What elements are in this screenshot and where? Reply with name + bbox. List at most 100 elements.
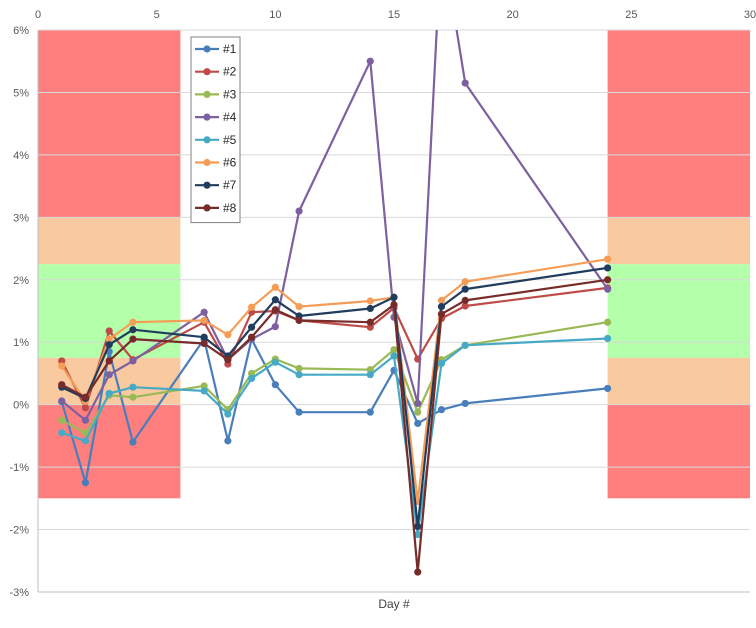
data-point	[604, 255, 612, 263]
legend-item: #3	[195, 87, 237, 101]
data-point	[437, 296, 446, 304]
y-tick-label: -1%	[9, 462, 29, 474]
data-point	[129, 438, 137, 446]
data-point	[604, 384, 612, 393]
data-point	[271, 306, 279, 314]
legend-label: #5	[223, 133, 237, 147]
data-point	[200, 308, 208, 316]
data-point	[58, 416, 66, 424]
data-point	[366, 366, 374, 374]
data-point	[437, 406, 446, 414]
legend-marker	[203, 90, 211, 98]
data-point	[200, 316, 208, 324]
data-point	[105, 341, 113, 349]
y-tick-label: -3%	[9, 587, 29, 599]
data-point	[200, 382, 208, 390]
data-point	[437, 310, 446, 318]
data-point	[224, 331, 232, 339]
data-point	[271, 381, 279, 389]
y-tick-label: 1%	[13, 337, 29, 349]
data-point	[81, 437, 90, 445]
x-tick-labels: 0 5 10 15 20 25 30	[35, 9, 756, 21]
legend-label: #8	[223, 201, 237, 215]
data-point	[129, 393, 137, 401]
legend-marker	[203, 204, 211, 212]
x-tick-label: 0	[35, 9, 41, 21]
data-point	[295, 207, 303, 215]
data-point	[461, 278, 469, 286]
data-point	[390, 301, 398, 309]
background-band-7	[607, 264, 750, 358]
data-point	[604, 264, 612, 272]
data-point	[414, 522, 422, 531]
background-bands	[38, 30, 750, 499]
x-tick-label: 15	[388, 9, 400, 21]
background-band-6	[607, 217, 750, 265]
legend-marker	[203, 136, 211, 144]
data-point	[604, 285, 612, 293]
legend: #1 #2 #3 #4 #5 #6 #7 #8	[190, 36, 241, 224]
y-tick-label: 3%	[13, 212, 29, 224]
data-point	[390, 346, 398, 354]
x-tick-label: 30	[744, 9, 756, 21]
data-point	[81, 429, 90, 437]
data-point	[271, 323, 279, 331]
data-point	[295, 303, 303, 311]
legend-item: #6	[195, 156, 237, 170]
data-point	[129, 326, 137, 334]
data-point	[105, 389, 113, 398]
axes	[37, 30, 750, 593]
legend-marker	[203, 158, 211, 167]
y-tick-label: 5%	[13, 87, 29, 99]
data-point	[81, 393, 90, 401]
x-tick-label: 25	[625, 9, 637, 21]
data-point	[129, 318, 137, 326]
data-point	[461, 341, 469, 349]
data-point	[248, 323, 256, 331]
legend-marker	[203, 68, 211, 76]
data-point	[224, 410, 232, 418]
data-point	[58, 357, 66, 365]
data-point	[248, 303, 256, 311]
data-point	[461, 79, 469, 87]
data-point	[295, 364, 303, 373]
data-point	[248, 374, 256, 383]
data-point	[366, 297, 374, 305]
data-point	[129, 357, 137, 365]
data-point	[271, 283, 279, 291]
legend-item: #4	[195, 110, 237, 124]
data-point	[414, 568, 422, 576]
data-point	[366, 57, 374, 65]
data-point	[461, 399, 469, 408]
data-point	[366, 318, 374, 326]
legend-box	[190, 36, 241, 224]
data-point	[224, 356, 232, 364]
legend-label: #3	[223, 87, 237, 101]
legend-marker	[203, 113, 211, 121]
data-point	[105, 357, 113, 365]
data-point	[366, 371, 374, 379]
data-point	[461, 285, 469, 293]
y-tick-label: 2%	[13, 275, 29, 287]
data-point	[390, 293, 398, 301]
data-point	[81, 479, 90, 487]
data-point	[604, 318, 612, 326]
data-point	[461, 296, 469, 304]
data-point	[461, 302, 469, 310]
data-point	[105, 371, 113, 379]
legend-marker	[203, 181, 211, 189]
gridlines	[38, 29, 750, 593]
data-point	[604, 276, 612, 284]
legend-label: #1	[223, 42, 237, 56]
legend-item: #2	[195, 65, 237, 79]
legend-label: #7	[223, 178, 237, 192]
data-point	[58, 397, 66, 405]
series-5	[58, 334, 612, 539]
data-series	[58, 30, 612, 576]
background-band-9	[607, 404, 750, 499]
y-tick-label: 0%	[13, 400, 29, 412]
data-point	[437, 359, 446, 368]
data-point	[105, 335, 113, 343]
legend-marker	[203, 45, 211, 53]
